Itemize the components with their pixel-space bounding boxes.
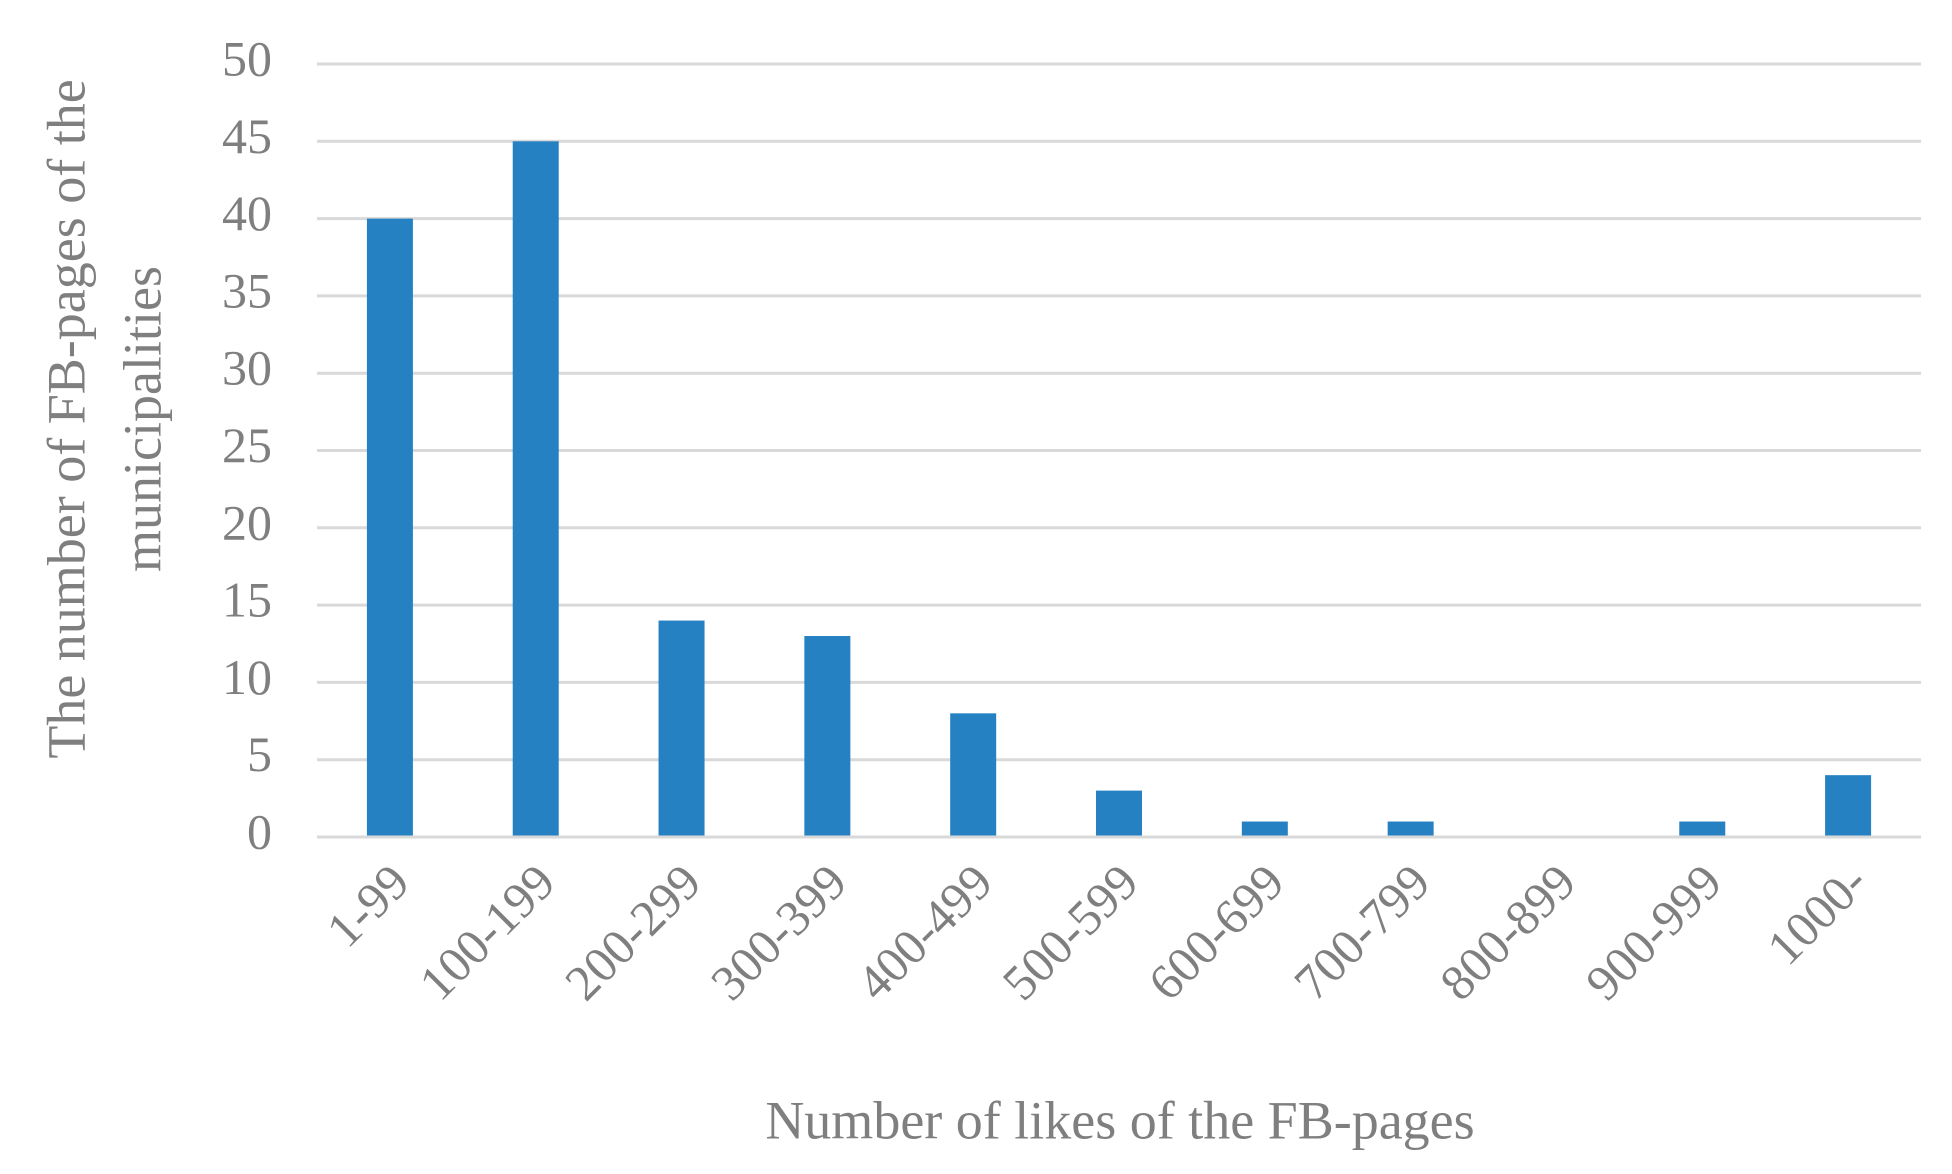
y-tick-label: 15 bbox=[222, 572, 272, 628]
x-tick-label: 700-799 bbox=[1283, 853, 1440, 1010]
y-tick-label: 20 bbox=[222, 494, 272, 550]
y-tick-label: 10 bbox=[222, 649, 272, 705]
x-tick-label: 500-599 bbox=[991, 853, 1148, 1010]
x-tick-label: 800-899 bbox=[1429, 853, 1586, 1010]
y-axis-title: The number of FB-pages of the municipali… bbox=[36, 79, 172, 758]
x-tick-label: 200-299 bbox=[554, 853, 711, 1010]
x-tick-label: 300-399 bbox=[700, 853, 857, 1010]
y-tick-label: 30 bbox=[222, 340, 272, 396]
bar bbox=[366, 218, 413, 838]
y-axis-title-line: municipalities bbox=[112, 266, 172, 572]
x-axis-title: Number of likes of the FB-pages bbox=[765, 1090, 1474, 1150]
x-tick-label: 600-699 bbox=[1137, 853, 1294, 1010]
bar bbox=[1241, 821, 1288, 837]
x-tick-label: 1000- bbox=[1756, 853, 1878, 975]
bar bbox=[512, 141, 559, 838]
x-tick-label: 1-99 bbox=[315, 853, 419, 957]
bar bbox=[1387, 821, 1434, 837]
y-tick-label: 0 bbox=[247, 803, 272, 859]
x-tick-label: 900-999 bbox=[1575, 853, 1732, 1010]
bar bbox=[1679, 821, 1726, 837]
bar bbox=[658, 620, 705, 837]
bar bbox=[950, 713, 997, 837]
bar bbox=[1096, 790, 1142, 837]
x-tick-label: 400-499 bbox=[846, 853, 1003, 1010]
bar bbox=[1825, 775, 1872, 837]
y-tick-label: 40 bbox=[222, 185, 272, 241]
y-axis-title-line: The number of FB-pages of the bbox=[36, 79, 96, 758]
y-tick-label: 5 bbox=[247, 726, 272, 782]
y-tick-label: 25 bbox=[222, 417, 272, 473]
y-tick-label: 45 bbox=[222, 108, 272, 164]
bar bbox=[804, 636, 851, 837]
y-tick-label: 50 bbox=[222, 30, 272, 86]
x-tick-label: 100-199 bbox=[408, 853, 565, 1010]
y-tick-label: 35 bbox=[222, 262, 272, 318]
